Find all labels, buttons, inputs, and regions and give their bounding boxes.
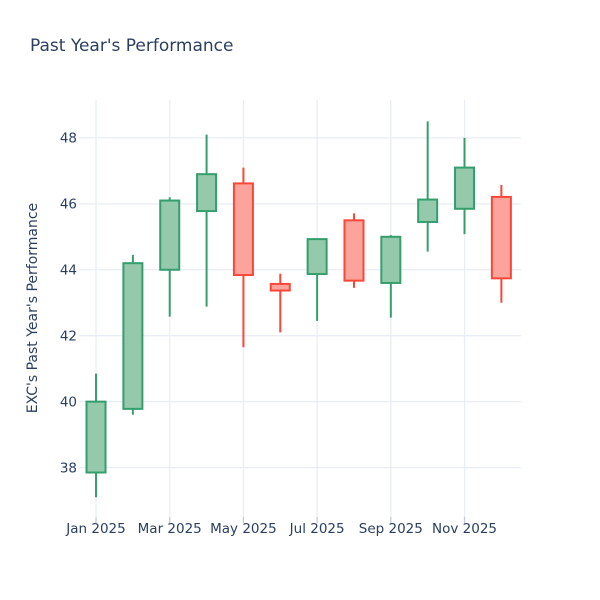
chart-title: Past Year's Performance [30,36,234,56]
x-tick-label: Sep 2025 [359,521,423,537]
candle-body [269,282,291,292]
y-tick-label: 40 [60,394,77,410]
candle-apr-2025 [196,134,218,307]
candle-body [343,219,365,282]
candle-body [122,262,144,410]
candle-body [85,400,107,474]
candle-body [196,173,218,213]
candle-sep-2025 [380,235,402,318]
candle-may-2025 [232,167,254,348]
grid-layer [79,100,521,517]
candle-body [454,166,476,210]
x-tick-label: Jul 2025 [289,521,345,537]
x-tick-label: May 2025 [210,521,277,537]
x-tick-label: Jan 2025 [65,521,125,537]
y-axis-title: EXC's Past Year's Performance [25,203,41,413]
candles-layer [85,121,512,498]
candle-jan-2025 [85,373,107,498]
candle-body [159,199,181,271]
candle-mar-2025 [159,197,181,317]
candle-nov-2025 [454,137,476,235]
candle-jul-2025 [306,238,328,321]
candle-body [380,235,402,284]
candle-body [306,238,328,276]
candle-feb-2025 [122,254,144,415]
y-tick-label: 42 [60,328,77,344]
y-tick-label: 44 [60,262,77,278]
candle-body [490,195,512,280]
y-tick-label: 38 [60,460,77,476]
x-tick-label: Nov 2025 [432,521,497,537]
y-tick-label: 46 [60,197,77,213]
axis-layer: 38 40 42 44 46 48 Jan 2025 Mar 2025 May 2025 Jul … [60,131,497,537]
y-tick-label: 48 [60,131,77,147]
candle-body [417,198,439,223]
x-tick-label: Mar 2025 [138,521,202,537]
candle-oct-2025 [417,121,439,252]
candle-jun-2025 [269,273,291,333]
candle-dec-2025 [490,185,512,303]
candle-body [232,182,254,277]
candle-aug-2025 [343,213,365,288]
